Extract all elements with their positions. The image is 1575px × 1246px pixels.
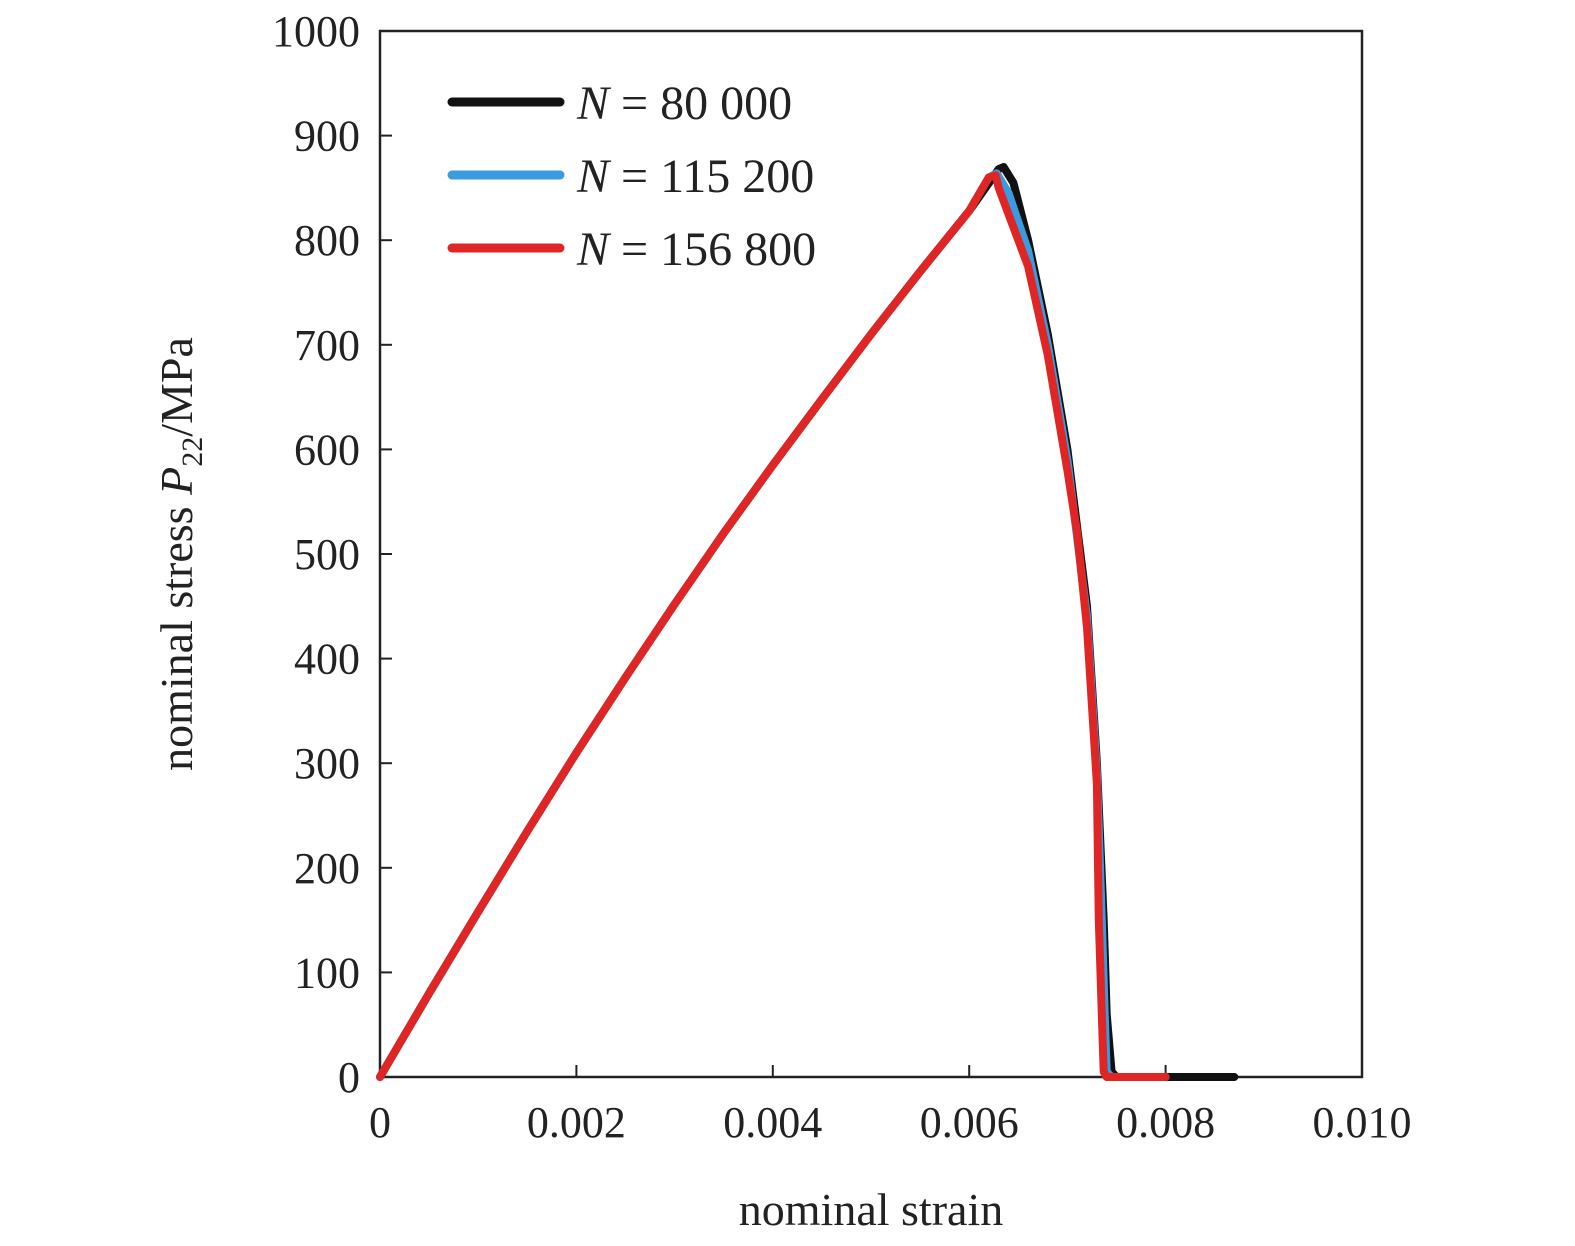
y-tick-label: 400	[294, 635, 360, 684]
x-tick-label: 0.002	[527, 1098, 626, 1147]
y-tick-label: 0	[338, 1053, 360, 1102]
y-tick-label: 900	[294, 112, 360, 161]
y-tick-label: 200	[294, 844, 360, 893]
series-line-2	[376, 169, 1170, 1081]
y-axis-title: nominal stress P22/MPa	[151, 337, 209, 771]
x-tick-label: 0.010	[1313, 1098, 1412, 1147]
legend-label-2: N = 115 200	[576, 150, 814, 203]
y-axis-title-subscript: 22	[176, 437, 209, 467]
legend-value: = 115 200	[609, 150, 814, 203]
legend-symbol: N	[576, 223, 612, 276]
y-axis-title-symbol: P	[151, 467, 202, 496]
legend-label-1: N = 80 000	[576, 77, 792, 130]
x-tick-label: 0	[369, 1098, 391, 1147]
y-axis-title-suffix: /MPa	[151, 337, 202, 437]
series-line-3	[376, 171, 1170, 1081]
legend-symbol: N	[576, 150, 612, 203]
y-tick-label: 300	[294, 739, 360, 788]
y-tick-label: 1000	[272, 7, 360, 56]
y-tick-label: 700	[294, 321, 360, 370]
x-tick-label: 0.006	[920, 1098, 1019, 1147]
y-tick-label: 600	[294, 425, 360, 474]
y-axis-title-prefix: nominal stress	[151, 495, 202, 771]
x-axis-ticks: 0 0.002 0.004 0.006 0.008 0.010	[369, 1065, 1412, 1147]
x-axis-title: nominal strain	[739, 1184, 1003, 1235]
legend-label-3: N = 156 800	[576, 223, 816, 276]
y-tick-label: 500	[294, 530, 360, 579]
x-tick-label: 0.004	[723, 1098, 822, 1147]
series-layer	[376, 163, 1239, 1081]
legend-symbol: N	[576, 77, 612, 130]
legend-value: = 156 800	[609, 223, 816, 276]
y-tick-label: 800	[294, 216, 360, 265]
y-tick-label: 100	[294, 948, 360, 997]
y-axis-ticks: 0 100 200 300 400 500 600 700 800 900 1000	[272, 7, 392, 1102]
x-tick-label: 0.008	[1116, 1098, 1215, 1147]
legend-value: = 80 000	[609, 77, 792, 130]
plot-frame	[378, 29, 1364, 1079]
